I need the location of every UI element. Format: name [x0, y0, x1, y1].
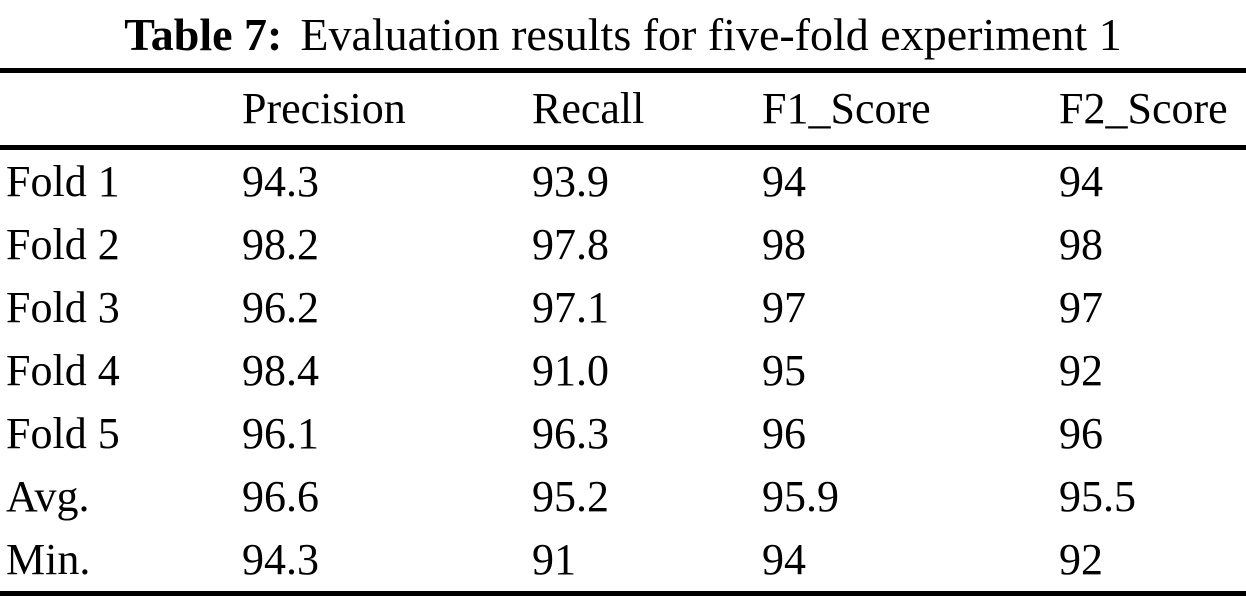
cell-precision: 98.2: [242, 219, 319, 269]
cell-f1-score: 97: [762, 282, 806, 332]
cell-precision: 98.4: [242, 345, 319, 395]
table-header-row: Precision Recall F1_Score F2_Score: [0, 73, 1246, 145]
cell-f2-score: 96: [1059, 408, 1103, 458]
cell-recall: 97.1: [532, 282, 609, 332]
cell-recall: 93.9: [532, 156, 609, 206]
row-label: Fold 5: [6, 408, 120, 458]
cell-precision: 94.3: [242, 156, 319, 206]
cell-precision: 96.1: [242, 408, 319, 458]
cell-precision: 94.3: [242, 534, 319, 584]
cell-f2-score: 92: [1059, 534, 1103, 584]
row-label: Fold 4: [6, 345, 120, 395]
cell-f2-score: 98: [1059, 219, 1103, 269]
table-caption-label: Table 7:: [124, 8, 283, 60]
cell-f1-score: 95.9: [762, 471, 839, 521]
row-label: Fold 3: [6, 282, 120, 332]
cell-f1-score: 94: [762, 156, 806, 206]
table-row: Fold 1 94.3 93.9 94 94: [0, 150, 1246, 213]
table-row: Fold 5 96.1 96.3 96 96: [0, 402, 1246, 465]
cell-f1-score: 94: [762, 534, 806, 584]
row-label: Fold 2: [6, 219, 120, 269]
table-caption-text: Evaluation results for five-fold experim…: [300, 8, 1122, 60]
cell-f1-score: 98: [762, 219, 806, 269]
cell-precision: 96.6: [242, 471, 319, 521]
row-label: Avg.: [6, 471, 90, 521]
cell-recall: 96.3: [532, 408, 609, 458]
column-header-precision: Precision: [242, 84, 406, 133]
table-row: Fold 4 98.4 91.0 95 92: [0, 339, 1246, 402]
cell-recall: 95.2: [532, 471, 609, 521]
table-row: Min. 94.3 91 94 92: [0, 528, 1246, 591]
cell-recall: 91.0: [532, 345, 609, 395]
column-header-f1-score: F1_Score: [762, 84, 931, 133]
cell-f1-score: 95: [762, 345, 806, 395]
table-row: Avg. 96.6 95.2 95.9 95.5: [0, 465, 1246, 528]
cell-f2-score: 92: [1059, 345, 1103, 395]
row-label: Fold 1: [6, 156, 120, 206]
table-mid-rule: [0, 145, 1246, 150]
table-caption: Table 7: Evaluation results for five-fol…: [0, 0, 1246, 68]
table-row: Fold 3 96.2 97.1 97 97: [0, 276, 1246, 339]
column-header-recall: Recall: [532, 84, 645, 133]
cell-f2-score: 94: [1059, 156, 1103, 206]
cell-f2-score: 97: [1059, 282, 1103, 332]
cell-recall: 91: [532, 534, 576, 584]
column-header-f2-score: F2_Score: [1059, 84, 1228, 133]
table-top-rule: [0, 68, 1246, 73]
cell-f2-score: 95.5: [1059, 471, 1136, 521]
cell-recall: 97.8: [532, 219, 609, 269]
row-label: Min.: [6, 534, 91, 584]
table-bottom-rule: [0, 591, 1246, 596]
cell-precision: 96.2: [242, 282, 319, 332]
cell-f1-score: 96: [762, 408, 806, 458]
table-row: Fold 2 98.2 97.8 98 98: [0, 213, 1246, 276]
